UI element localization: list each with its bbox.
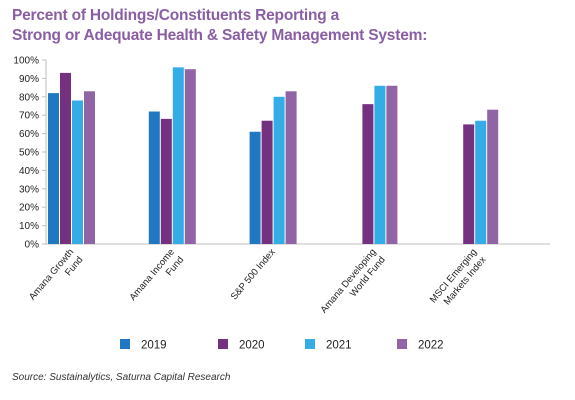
chart-title: Percent of Holdings/Constituents Reporti… <box>12 6 472 46</box>
x-category-label: S&P 500 Index <box>229 247 278 303</box>
x-category-label-line: S&P 500 Index <box>229 247 278 303</box>
x-category-label: MSCI EmergingMarkets Index <box>428 247 489 313</box>
bar-2020 <box>60 72 71 244</box>
legend-label-2021: 2021 <box>326 340 352 352</box>
y-tick-label: 60% <box>19 129 39 140</box>
y-tick-label: 30% <box>19 184 39 195</box>
bar-2019 <box>48 93 59 245</box>
bar-2021 <box>475 120 487 244</box>
bar-2021 <box>273 96 285 244</box>
legend-swatch-2022 <box>397 339 407 349</box>
bar-2020 <box>362 104 374 244</box>
legend-label-2019: 2019 <box>141 340 167 352</box>
y-tick-label: 80% <box>19 92 39 103</box>
bar-2022 <box>84 91 95 244</box>
legend-swatch-2019 <box>120 339 130 349</box>
legend-label-2022: 2022 <box>418 340 444 352</box>
chart-title-line-2: Strong or Adequate Health & Safety Manag… <box>12 27 428 44</box>
source-note: Source: Sustainalytics, Saturna Capital … <box>12 372 231 383</box>
bar-2020 <box>261 120 273 244</box>
y-tick-label: 40% <box>19 166 39 177</box>
bar-2022 <box>487 109 499 245</box>
chart-title-line-1: Percent of Holdings/Constituents Reporti… <box>12 7 340 24</box>
y-tick-label: 100% <box>13 56 39 67</box>
legend-swatch-2020 <box>218 339 228 349</box>
legend-label-2020: 2020 <box>239 340 265 352</box>
y-tick-label: 50% <box>19 148 39 159</box>
x-category-label: Amana DevelopingWorld Fund <box>319 247 388 323</box>
y-tick-label: 10% <box>19 221 39 232</box>
y-tick-label: 90% <box>19 74 39 85</box>
legend-swatch-2021 <box>305 339 315 349</box>
bar-2021 <box>72 100 83 244</box>
x-category-label: Amana GrowthFund <box>27 247 85 310</box>
bar-2020 <box>160 118 172 244</box>
bar-2019 <box>148 111 160 245</box>
bar-2021 <box>374 85 386 244</box>
y-tick-label: 20% <box>19 203 39 214</box>
bar-2019 <box>249 131 261 244</box>
bar-2021 <box>172 67 184 244</box>
y-tick-label: 70% <box>19 111 39 122</box>
y-tick-label: 0% <box>25 240 40 251</box>
bar-2022 <box>184 69 196 244</box>
x-category-label: Amana IncomeFund <box>127 247 186 311</box>
bar-2020 <box>463 124 475 244</box>
bar-2022 <box>386 85 398 244</box>
bar-2022 <box>285 91 297 244</box>
